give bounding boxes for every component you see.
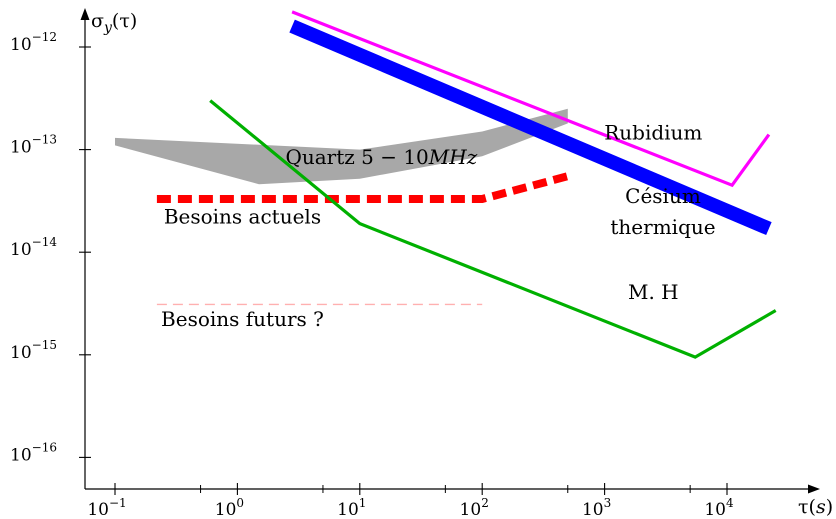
x-tick-label: 102 xyxy=(460,496,489,519)
labels-layer: 10−1 100 101 102 103 104 10−12 10−13 10−14 10−15 1… xyxy=(10,10,833,519)
y-tick-label: 10−12 xyxy=(10,30,57,55)
x-tick-label: 101 xyxy=(337,496,366,519)
annotation-rubidium: Rubidium xyxy=(604,121,702,145)
annotation-thermique: thermique xyxy=(610,215,715,239)
axes-layer xyxy=(79,8,820,495)
x-tick-label: 104 xyxy=(704,496,734,519)
x-tick-label: 103 xyxy=(582,496,611,519)
y-tick-label: 10−14 xyxy=(10,235,57,260)
series-layer xyxy=(115,10,777,359)
series-cesium-thermique-line xyxy=(289,19,772,236)
annotation-m-h: M. H xyxy=(628,280,679,304)
series-rubidium-line xyxy=(291,10,771,188)
x-tick-label: 100 xyxy=(215,496,244,519)
x-tick-label: 10−1 xyxy=(87,496,126,519)
y-tick-label: 10−13 xyxy=(10,133,57,158)
series-m-h-line xyxy=(209,99,777,359)
annotation-besoins-actuels: Besoins actuels xyxy=(164,205,321,229)
annotation-quartz: Quartz 5 − 10MHz xyxy=(285,145,477,169)
y-tick-label: 10−15 xyxy=(10,338,57,363)
annotation-cesium: Césium xyxy=(625,184,701,208)
y-tick-label: 10−16 xyxy=(10,440,57,465)
y-axis-arrow xyxy=(80,8,90,20)
x-axis-arrow xyxy=(808,484,820,494)
annotation-besoins-futurs: Besoins futurs ? xyxy=(161,307,324,331)
x-axis-label: τ(s) xyxy=(798,496,833,518)
series-quartz-5-10mhz-band xyxy=(115,108,568,185)
series-besoins-actuels-line xyxy=(156,172,569,203)
y-axis-label: σy(τ) xyxy=(91,10,137,36)
